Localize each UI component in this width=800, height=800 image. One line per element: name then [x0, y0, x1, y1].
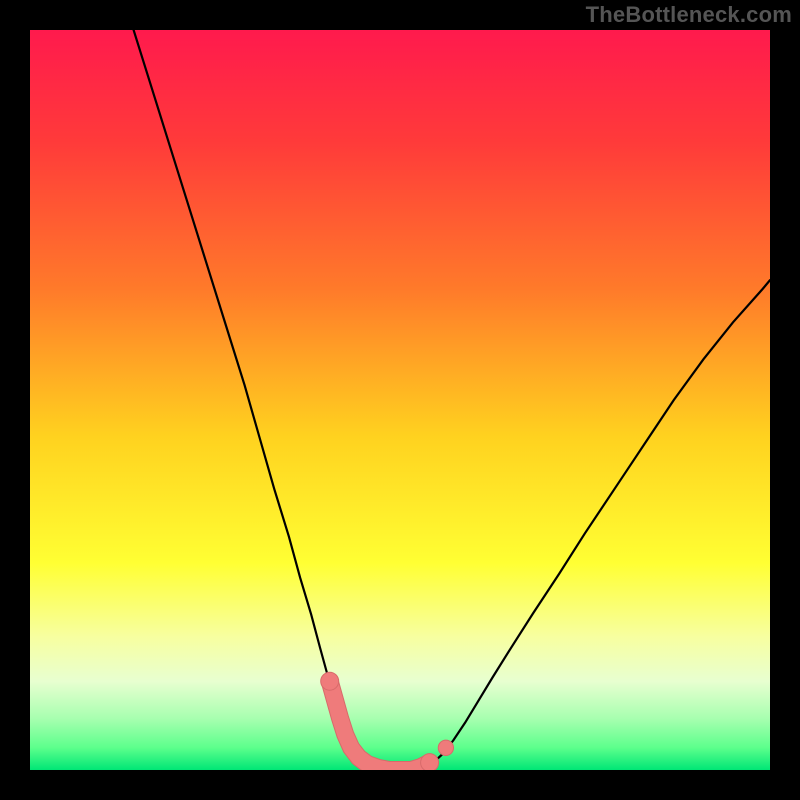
gradient-background	[30, 30, 770, 770]
plot-area	[30, 30, 770, 770]
watermark-text: TheBottleneck.com	[586, 2, 792, 28]
chart-svg	[30, 30, 770, 770]
marker-endcap-right	[421, 754, 439, 770]
marker-isolated-point	[438, 740, 453, 755]
marker-endcap-left	[321, 672, 339, 690]
chart-container: { "watermark": { "text": "TheBottleneck.…	[0, 0, 800, 800]
